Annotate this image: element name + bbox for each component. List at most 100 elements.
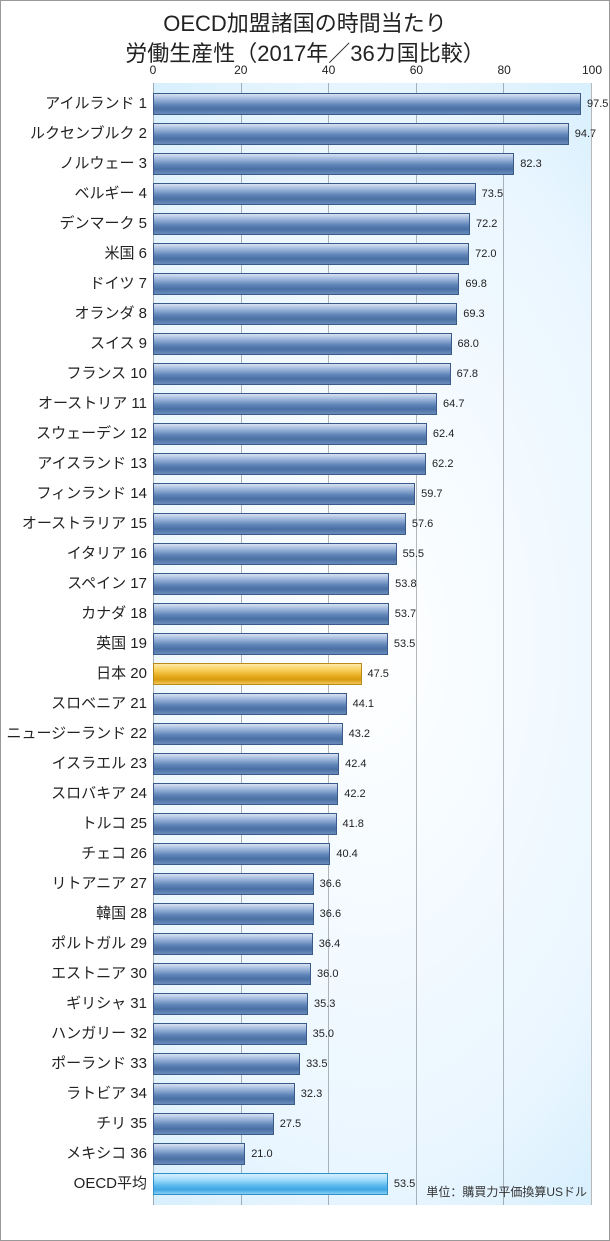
bar [153, 783, 338, 805]
bar-row: スイス 9 68.0 [1, 329, 591, 359]
bar-row: ニュージーランド 2243.2 [1, 719, 591, 749]
y-label: イスラエル 23 [1, 749, 149, 779]
bar-value: 53.5 [394, 638, 415, 650]
bar-value: 62.4 [433, 428, 454, 440]
bar-value: 36.4 [319, 938, 340, 950]
y-label: メキシコ 36 [1, 1139, 149, 1169]
y-label: ギリシャ 31 [1, 989, 149, 1019]
bar-row: オランダ 8 69.3 [1, 299, 591, 329]
bar-value: 36.0 [317, 968, 338, 980]
y-label: オランダ 8 [1, 299, 149, 329]
bar [153, 153, 514, 175]
y-label: ラトビア 34 [1, 1079, 149, 1109]
bar-value: 69.3 [463, 308, 484, 320]
bar-value: 94.7 [575, 128, 596, 140]
bar [153, 483, 415, 505]
chart-container: OECD加盟諸国の時間当たり 労働生産性（2017年／36カ国比較） 02040… [0, 0, 610, 1241]
bar-row: デンマーク 5 72.2 [1, 209, 591, 239]
y-label: ベルギー 4 [1, 179, 149, 209]
bar-row: ギリシャ 3135.3 [1, 989, 591, 1019]
title-line-2: 労働生産性（2017年／36カ国比較） [125, 41, 484, 66]
bar-row: チェコ 26 40.4 [1, 839, 591, 869]
bar-row: 韓国 2836.6 [1, 899, 591, 929]
bar-value: 36.6 [320, 878, 341, 890]
bar-row: オーストリア 1164.7 [1, 389, 591, 419]
y-label: 米国 6 [1, 239, 149, 269]
bar-value: 21.0 [251, 1148, 272, 1160]
bar [153, 1083, 295, 1105]
gridline [591, 83, 592, 1205]
bar-row: トルコ 25 41.8 [1, 809, 591, 839]
x-tick: 0 [150, 63, 157, 77]
y-label: ルクセンブルク 2 [1, 119, 149, 149]
y-label: 日本 20 [1, 659, 149, 689]
bar [153, 1113, 274, 1135]
bar-value: 35.0 [313, 1028, 334, 1040]
y-label: OECD平均 [1, 1169, 149, 1199]
bar-row: ポーランド 3333.5 [1, 1049, 591, 1079]
bar [153, 603, 389, 625]
chart-title: OECD加盟諸国の時間当たり 労働生産性（2017年／36カ国比較） [1, 1, 609, 68]
bar-row: ドイツ 769.8 [1, 269, 591, 299]
bar-row: イスラエル 2342.4 [1, 749, 591, 779]
bar-row: ハンガリー 3235.0 [1, 1019, 591, 1049]
bar-row: スロバキア 2442.2 [1, 779, 591, 809]
bar-row: イタリア 1655.5 [1, 539, 591, 569]
bar-row: カナダ 18 53.7 [1, 599, 591, 629]
bar-value: 53.5 [394, 1178, 415, 1190]
bar-value: 43.2 [349, 728, 370, 740]
bar-value: 64.7 [443, 398, 464, 410]
bar [153, 513, 406, 535]
bar-row: アイスランド 1362.2 [1, 449, 591, 479]
y-label: エストニア 30 [1, 959, 149, 989]
bar [153, 213, 470, 235]
bar-value: 68.0 [458, 338, 479, 350]
bar-row: エストニア 30 36.0 [1, 959, 591, 989]
bar-value: 32.3 [301, 1088, 322, 1100]
y-label: 韓国 28 [1, 899, 149, 929]
bar-row: リトアニア 27 36.6 [1, 869, 591, 899]
y-label: スウェーデン 12 [1, 419, 149, 449]
bar-value: 47.5 [368, 668, 389, 680]
y-label: トルコ 25 [1, 809, 149, 839]
bar-row: 英国 1953.5 [1, 629, 591, 659]
bar-row: スペイン 1753.8 [1, 569, 591, 599]
y-label: アイルランド 1 [1, 89, 149, 119]
bar-value: 27.5 [280, 1118, 301, 1130]
bar [153, 363, 451, 385]
y-label: リトアニア 27 [1, 869, 149, 899]
bar-row: オーストラリア 1557.6 [1, 509, 591, 539]
title-line-1: OECD加盟諸国の時間当たり [163, 11, 447, 36]
unit-note: 単位：購買力平価換算USドル [426, 1183, 587, 1200]
bar [153, 633, 388, 655]
bar [153, 1023, 307, 1045]
bar [153, 813, 337, 835]
bar-value: 73.5 [482, 188, 503, 200]
y-label: カナダ 18 [1, 599, 149, 629]
y-label: オーストラリア 15 [1, 509, 149, 539]
bar-value: 53.7 [395, 608, 416, 620]
bar-value: 97.5 [587, 98, 608, 110]
bar [153, 423, 427, 445]
bar [153, 933, 313, 955]
bar-row: ラトビア 34 32.3 [1, 1079, 591, 1109]
bar-value: 41.8 [343, 818, 364, 830]
bar [153, 1143, 245, 1165]
y-label: チェコ 26 [1, 839, 149, 869]
bar [153, 1053, 300, 1075]
bar-value: 40.4 [336, 848, 357, 860]
bar-value: 44.1 [353, 698, 374, 710]
bar [153, 393, 437, 415]
bar-row: 米国 672.0 [1, 239, 591, 269]
bar-value: 72.2 [476, 218, 497, 230]
bar [153, 273, 459, 295]
y-label: ドイツ 7 [1, 269, 149, 299]
bar [153, 843, 330, 865]
bar-row: ノルウェー 382.3 [1, 149, 591, 179]
y-label: フィンランド 14 [1, 479, 149, 509]
bar [153, 573, 389, 595]
y-label: イタリア 16 [1, 539, 149, 569]
bar-average [153, 1173, 388, 1195]
y-label: デンマーク 5 [1, 209, 149, 239]
y-label: スイス 9 [1, 329, 149, 359]
